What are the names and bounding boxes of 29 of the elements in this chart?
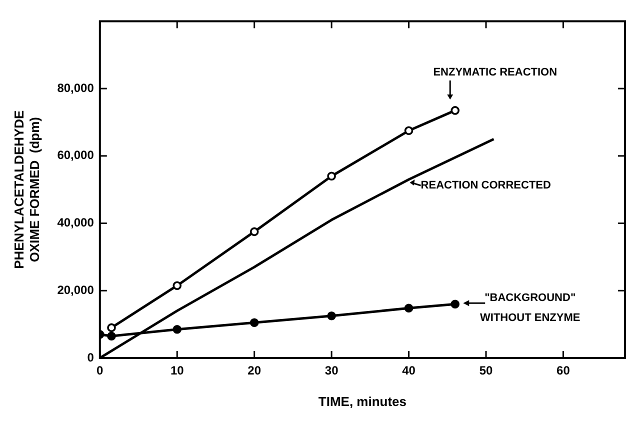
point [404, 126, 414, 136]
x-tick-label: 50 [479, 364, 493, 378]
x-tick-label: 0 [96, 364, 104, 378]
point [450, 300, 460, 309]
point [107, 323, 116, 332]
point [107, 332, 116, 341]
point [450, 106, 460, 115]
point [404, 304, 414, 313]
point [327, 312, 336, 320]
point [327, 172, 336, 181]
legend-label: REACTION CORRECTED [420, 180, 552, 192]
y-axis-title: PHENYLACETALDEHYDE OXIME FORMED (dpm) [11, 110, 42, 269]
x-tick-label: 60 [556, 364, 570, 378]
x-tick-label: 10 [170, 364, 184, 378]
text: ENZYMATIC REACTION [433, 66, 558, 78]
point [250, 227, 259, 236]
y-tick-label: 0 [87, 350, 94, 364]
y-tick-label: 40,000 [57, 216, 94, 230]
x-tick-label: 30 [324, 364, 339, 378]
point [172, 281, 182, 290]
point [250, 318, 259, 328]
x-axis-title: TIME, minutes [318, 394, 407, 409]
x-tick-label: 40 [402, 364, 416, 378]
x-tick-label: 20 [248, 364, 262, 378]
point [172, 324, 182, 334]
y-tick-label: 80,000 [57, 80, 94, 95]
y-tick-label: 20,000 [57, 282, 94, 297]
y-tick-label: 60,000 [57, 148, 94, 162]
legend-label: "BACKGROUND" WITHOUT ENZYME [480, 292, 580, 324]
